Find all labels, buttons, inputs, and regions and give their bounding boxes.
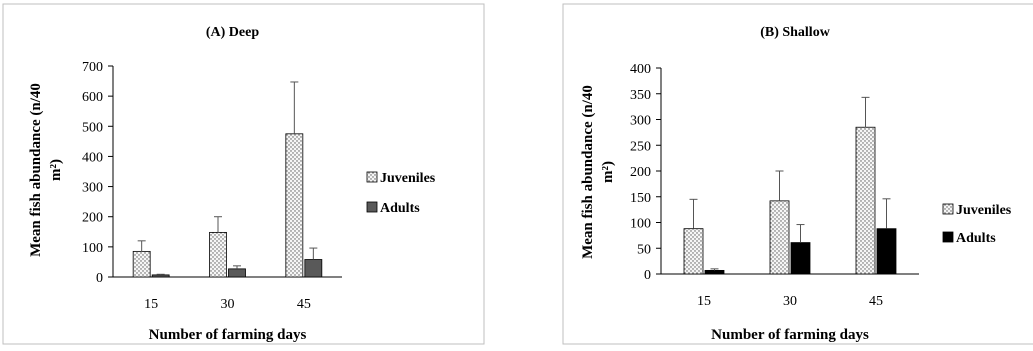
legend-swatch-adults [942,231,954,243]
y-tick-label: 300 [82,181,103,196]
y-axis-label: Mean fish abundance (n/40 [580,85,596,259]
bar-adults-15 [704,269,725,275]
x-tick-label: 30 [221,297,235,312]
y-tick-label: 0 [644,268,651,283]
legend-label-juveniles: Juveniles [956,203,1012,218]
y-tick-label: 100 [82,241,103,256]
y-axis-label-unit: m²) [600,161,616,183]
y-tick-label: 500 [82,120,103,135]
chart-frame [2,3,485,345]
y-tick-label: 700 [82,60,103,75]
y-tick-label: 300 [630,114,651,129]
y-tick-label: 0 [96,271,103,286]
x-tick-label: 15 [697,294,711,309]
y-axis-label-unit: m²) [48,159,64,181]
y-tick-label: 250 [630,139,651,154]
y-tick-label: 600 [82,90,103,105]
chart-panel-shallow: (B) Shallow 0 50 100 150 200 250 300 350 400 15 30 4… [560,0,1033,351]
x-tick-label: 45 [297,297,311,312]
y-tick-label: 200 [82,211,103,226]
chart-panel-deep: (A) Deep 0 100 200 300 400 500 600 700 15 30 45 Numb… [0,0,490,351]
chart-title: (A) Deep [206,25,259,40]
x-tick-label: 15 [144,297,158,312]
bar-adults-45 [304,259,323,278]
legend-swatch-juveniles [942,203,954,215]
chart-shallow: (B) Shallow 0 50 100 150 200 250 300 350 400 15 30 4… [562,3,1033,345]
y-tick-label: 350 [630,88,651,103]
legend-label-juveniles: Juveniles [380,171,436,186]
y-tick-label: 400 [630,62,651,77]
bar-juveniles-15 [132,250,151,278]
y-tick-label: 400 [82,150,103,165]
legend-label-adults: Adults [380,201,420,216]
bar-juveniles-15 [683,228,704,275]
x-tick-label: 30 [783,294,797,309]
bar-juveniles-30 [769,200,790,275]
y-tick-label: 200 [630,165,651,180]
chart-deep: (A) Deep 0 100 200 300 400 500 600 700 15 30 45 Numb… [2,3,485,345]
bar-adults-30 [790,242,811,275]
y-tick-label: 150 [630,191,651,206]
bar-adults-30 [228,268,246,278]
bar-adults-15 [151,274,170,278]
x-axis-label: Number of farming days [149,327,307,343]
legend-swatch-adults [366,201,378,213]
y-tick-label: 50 [637,242,651,257]
chart-title: (B) Shallow [760,25,831,40]
bar-juveniles-45 [855,126,876,275]
chart-frame [562,3,1033,345]
y-axis-label: Mean fish abundance (n/40 [28,83,44,257]
bar-adults-45 [876,228,897,275]
legend-swatch-juveniles [366,171,378,183]
y-tick-label: 100 [630,217,651,232]
bar-juveniles-45 [285,133,304,278]
legend-label-adults: Adults [956,231,996,246]
x-tick-label: 45 [869,294,883,309]
x-axis-label: Number of farming days [711,327,869,343]
bar-juveniles-30 [209,231,227,278]
